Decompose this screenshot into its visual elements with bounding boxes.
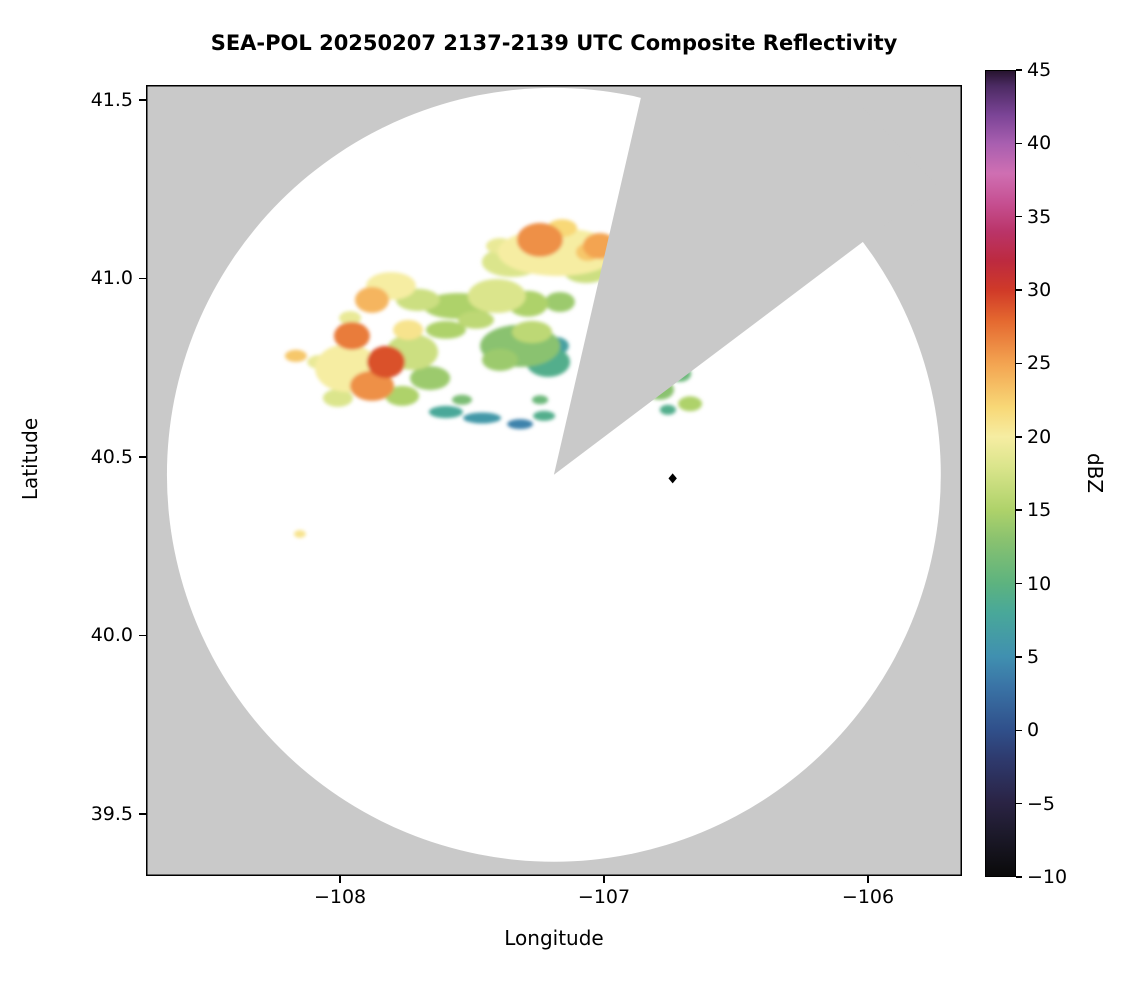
echo-cell <box>350 370 394 401</box>
colorbar-tick-mark <box>1016 656 1022 658</box>
site-marker <box>668 473 677 484</box>
colorbar-tick-mark <box>1016 582 1022 585</box>
y-tick-mark <box>139 456 146 458</box>
colorbar-tick-label: 20 <box>1027 425 1052 448</box>
echo-cell <box>532 395 549 405</box>
colorbar-tick-label: 40 <box>1027 132 1052 155</box>
chart-title: SEA-POL 20250207 2137-2139 UTC Composite… <box>210 31 898 55</box>
echo-cell <box>463 412 502 424</box>
blocked-sector <box>553 85 938 475</box>
echo-cell <box>333 322 370 350</box>
x-tick-label: −108 <box>313 886 367 908</box>
colorbar-tick-mark <box>1016 215 1022 218</box>
colorbar-tick-label: 10 <box>1027 572 1052 595</box>
colorbar-tick-mark <box>1016 876 1022 878</box>
echo-cell <box>659 404 677 415</box>
echo-cell <box>294 530 306 538</box>
echo-cell <box>428 405 463 419</box>
y-axis-label: Latitude <box>18 417 42 501</box>
colorbar-tick-label: 25 <box>1027 352 1052 375</box>
colorbar-tick-label: −5 <box>1027 792 1056 815</box>
echo-cell <box>544 292 575 312</box>
echo-cell <box>533 410 556 421</box>
colorbar-tick-mark <box>1016 509 1022 511</box>
colorbar-tick-mark <box>1016 729 1022 732</box>
echo-cell <box>339 311 362 326</box>
y-tick-label: 39.5 <box>90 802 133 825</box>
echo-cell <box>410 366 451 391</box>
colorbar-tick-label: 45 <box>1027 59 1052 81</box>
colorbar-tick-label: 5 <box>1027 645 1040 668</box>
reflectivity-echoes <box>284 219 703 538</box>
colorbar-tick-mark <box>1016 802 1022 805</box>
y-tick-mark <box>139 813 146 815</box>
x-tick-label: −107 <box>577 886 631 908</box>
echo-cell <box>507 419 533 430</box>
x-axis-label: Longitude <box>504 926 604 950</box>
echo-cell <box>367 345 405 379</box>
colorbar <box>985 70 1016 877</box>
y-tick-label: 41.0 <box>90 267 133 290</box>
echo-cell <box>678 396 703 412</box>
colorbar-tick-mark <box>1016 69 1022 71</box>
y-tick-label: 41.5 <box>90 88 133 111</box>
x-tick-mark <box>339 876 341 883</box>
echo-cell <box>425 321 466 339</box>
colorbar-tick-label: 35 <box>1027 205 1052 228</box>
echo-cell <box>284 349 307 362</box>
colorbar-tick-label: −10 <box>1027 866 1068 888</box>
echo-cell <box>458 311 494 329</box>
colorbar-tick-mark <box>1016 362 1022 365</box>
colorbar-tick-label: 30 <box>1027 279 1052 302</box>
x-tick-mark <box>603 876 605 883</box>
echo-cell <box>511 320 553 344</box>
echo-cell <box>516 222 563 257</box>
echo-cell <box>393 319 424 340</box>
colorbar-tick-mark <box>1016 142 1022 145</box>
plot-border <box>146 85 962 876</box>
y-tick-mark <box>139 634 146 637</box>
radar-plot-svg <box>146 85 962 876</box>
echo-cell <box>355 286 389 313</box>
colorbar-tick-mark <box>1016 436 1022 438</box>
y-tick-label: 40.0 <box>90 624 133 647</box>
echo-cell <box>452 394 472 405</box>
colorbar-tick-label: 0 <box>1027 719 1040 742</box>
plot-area <box>146 85 962 876</box>
echo-cell <box>385 385 420 406</box>
x-tick-label: −106 <box>841 886 895 908</box>
x-tick-mark <box>867 876 869 883</box>
colorbar-tick-label: 15 <box>1027 499 1052 522</box>
y-tick-mark <box>139 99 146 101</box>
echo-cell <box>482 348 518 371</box>
colorbar-tick-mark <box>1016 289 1022 291</box>
y-tick-label: 40.5 <box>90 445 133 468</box>
echo-cell <box>322 389 353 407</box>
colorbar-label: dBZ <box>1083 452 1107 494</box>
y-tick-mark <box>139 277 146 280</box>
echo-cell <box>467 279 526 313</box>
